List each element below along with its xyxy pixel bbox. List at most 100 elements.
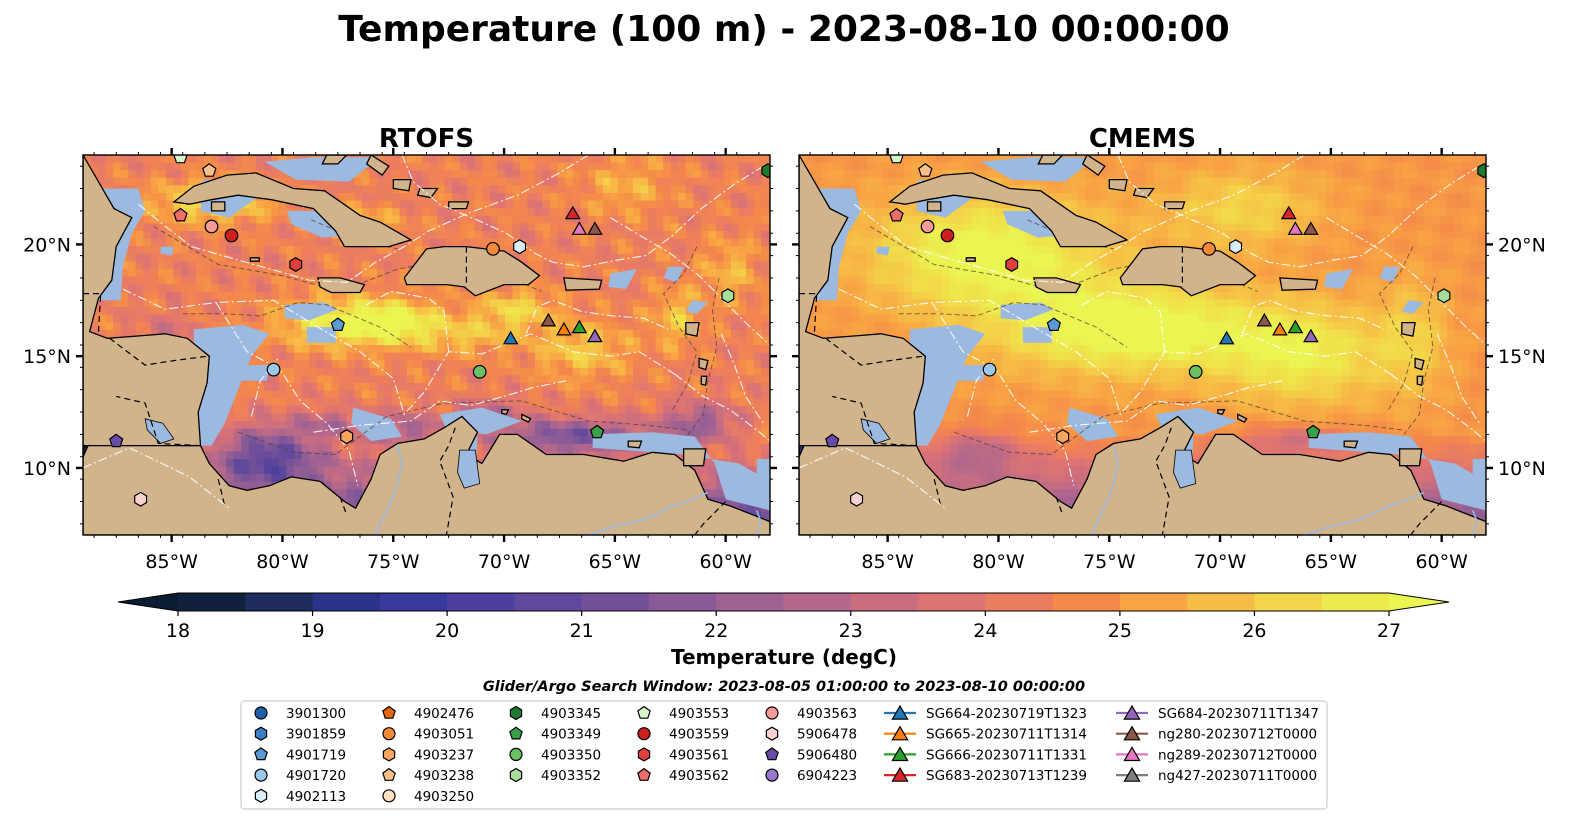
- colorbar-label: Temperature (degC): [671, 645, 897, 669]
- country-border: [933, 478, 942, 507]
- lon-tick-label: 70°W: [478, 551, 531, 573]
- observation-4903051: [486, 241, 500, 256]
- legend-label: 4902113: [286, 789, 346, 805]
- legend-marker: [382, 747, 396, 762]
- depth-contour: [182, 301, 412, 348]
- observation-5906478: [134, 491, 148, 507]
- observation-ng289-20230712T0000: [571, 221, 588, 235]
- colorbar-band: [1187, 593, 1256, 611]
- eez-boundary: [799, 447, 946, 509]
- land-stLucia: [700, 375, 708, 387]
- shelf-area: [1472, 459, 1486, 495]
- legend-label: SG684-20230711T1347: [1158, 706, 1319, 722]
- eez-boundary: [1029, 380, 1283, 433]
- legend-label: 4903345: [541, 706, 601, 722]
- observation-4903559: [940, 228, 955, 243]
- land-cuba: [888, 172, 1129, 248]
- observation-SG683-20230713T1239: [1280, 205, 1297, 220]
- legend-marker: [891, 704, 909, 720]
- land-caymans: [965, 257, 976, 262]
- eez-boundary: [215, 302, 359, 486]
- colorbar-band: [648, 593, 717, 611]
- land-martinique: [1414, 357, 1425, 371]
- colorbar-band: [783, 593, 852, 611]
- legend-marker: [637, 767, 651, 781]
- eez-boundary: [1326, 217, 1486, 346]
- observation-4903561: [1005, 257, 1019, 272]
- shelf-area: [876, 246, 890, 256]
- colorbar-band: [245, 593, 314, 611]
- river: [755, 510, 762, 535]
- colorbar-band: [312, 593, 381, 611]
- colorbar-tick-label: 18: [166, 620, 190, 642]
- figure-title: Temperature (100 m) - 2023-08-10 00:00:0…: [338, 9, 1229, 50]
- eez-boundary: [1117, 155, 1480, 268]
- observation-5906480: [825, 433, 840, 448]
- colorbar-band: [447, 593, 515, 611]
- land-martinique: [698, 357, 709, 371]
- colorbar-tick-label: 19: [300, 620, 324, 642]
- shelf-area: [306, 327, 336, 343]
- legend-marker: [891, 746, 909, 762]
- legend-marker: [891, 725, 909, 741]
- land-aruba: [1217, 409, 1226, 416]
- eez-boundary: [931, 302, 1075, 486]
- shelf-area: [284, 302, 338, 321]
- observation-4903051: [1202, 241, 1216, 256]
- observation-4903563: [204, 219, 219, 234]
- land-bahamasB: [365, 155, 390, 177]
- shelf-area: [951, 365, 986, 381]
- colorbar: 18 19 20 21 22 23 24 25 26 27 Temperature (degC): [117, 592, 1450, 669]
- legend-marker: [382, 767, 396, 781]
- map-panel-cmems: CMEMS 85°W 80°W 75°W 70°W 65°W 60°W 10°N 15°N 20°…: [792, 124, 1546, 573]
- colorbar-extend-high: [1389, 593, 1449, 611]
- legend-label: 4903561: [669, 747, 729, 763]
- country-border: [1155, 427, 1172, 535]
- land-bahamasC: [1132, 187, 1155, 199]
- observation-4903563: [920, 219, 935, 234]
- shelf-area: [1000, 302, 1054, 321]
- legend-box: [240, 700, 1328, 810]
- legend-marker: [254, 768, 268, 782]
- land-turksCaicos: [1164, 201, 1186, 210]
- land-stLucia: [1416, 375, 1424, 387]
- shelf-area: [592, 432, 770, 511]
- land-bahamasA: [1037, 155, 1064, 165]
- observation-4903352: [1437, 288, 1451, 304]
- observation-4903559: [224, 228, 239, 243]
- observation-4903238: [202, 163, 217, 177]
- colorbar-band: [1321, 593, 1390, 611]
- map-panel-rtofs: RTOFS 85°W 80°W 75°W 70°W 65°W 60°W 10°N 15°N 20°…: [23, 124, 777, 573]
- observation-SG683-20230713T1239: [564, 205, 581, 220]
- legend-label: 4903237: [414, 747, 474, 763]
- observation-4903553: [173, 155, 188, 164]
- colorbar-tick-label: 20: [435, 620, 459, 642]
- observation-4903237: [340, 429, 354, 445]
- eez-boundary: [313, 380, 567, 433]
- legend-label: 4901719: [286, 747, 346, 763]
- legend-label: 4903563: [797, 706, 857, 722]
- legend-label: SG665-20230711T1314: [926, 727, 1087, 743]
- lon-tick-label: 75°W: [1083, 551, 1136, 573]
- legend-label: 3901300: [286, 706, 346, 722]
- colorbar-band: [918, 593, 986, 611]
- legend-marker: [1123, 725, 1141, 741]
- colorbar-tick-label: 25: [1108, 620, 1132, 642]
- legend-title: Glider/Argo Search Window: 2023-08-05 01…: [483, 679, 1085, 695]
- legend-label: 4903250: [414, 789, 474, 805]
- eez-boundary: [83, 447, 230, 509]
- land-margarita: [627, 440, 643, 449]
- country-border: [832, 395, 917, 447]
- axis-ticks: [76, 148, 777, 542]
- colorbar-band: [178, 593, 246, 611]
- colorbar-tick-label: 27: [1377, 620, 1401, 642]
- shelf-area: [264, 157, 380, 182]
- lon-tick-label: 75°W: [367, 551, 420, 573]
- lake: [457, 449, 481, 489]
- shelf-area: [1401, 300, 1424, 314]
- depth-contour: [953, 400, 1402, 456]
- colorbar-band: [850, 593, 919, 611]
- legend-label: 4903553: [669, 706, 729, 722]
- land-hispaniola: [1119, 245, 1257, 297]
- legend-marker: [1123, 766, 1141, 782]
